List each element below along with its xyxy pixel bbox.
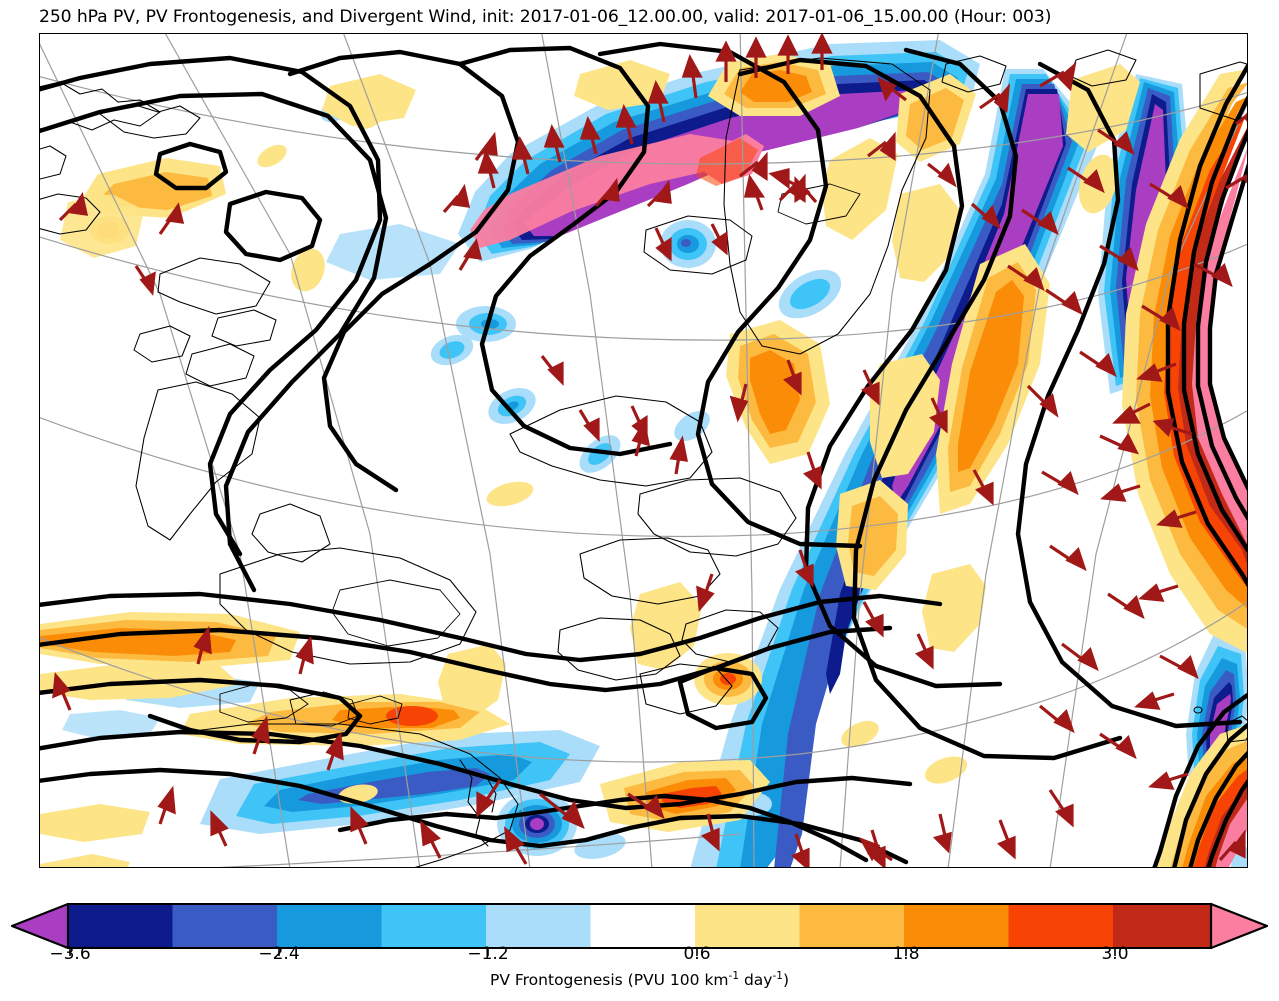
colorbar-label-exponent-1: -1	[728, 970, 740, 982]
coastlines	[40, 49, 1247, 867]
colorbar-extend-low	[10, 902, 70, 950]
colorbar-tick-0: −3.6	[49, 944, 91, 964]
map-plot	[40, 34, 1247, 867]
colorbar-tick-3: 0.6	[683, 944, 711, 964]
colorbar-tick-labels: −3.6 −2.4 −1.2 0.6 1.8 3.0	[0, 944, 1279, 970]
colorbar-label-text: PV Frontogenesis (PVU 100 km	[489, 971, 729, 990]
pos-shading	[40, 54, 1247, 867]
colorbar-extend-high	[1209, 902, 1269, 950]
colorbar-tick-1: −2.4	[258, 944, 300, 964]
colorbar-swatches[interactable]	[0, 896, 1279, 956]
colorbar-tick-5: 3.0	[1101, 944, 1129, 964]
map-axes[interactable]	[39, 33, 1248, 868]
colorbar-label-end: )	[782, 971, 789, 990]
colorbar[interactable]: −3.6 −2.4 −1.2 0.6 1.8 3.0 PV Frontogene…	[0, 896, 1279, 1001]
frontogenesis-shading	[40, 40, 1247, 867]
colorbar-tick-4: 1.8	[892, 944, 920, 964]
page-title: 250 hPa PV, PV Frontogenesis, and Diverg…	[39, 7, 1052, 27]
colorbar-label-exponent-2: -1	[772, 970, 783, 982]
colorbar-label-mid: day	[739, 971, 773, 990]
colorbar-axis-label: PV Frontogenesis (PVU 100 km-1 day-1)	[0, 970, 1279, 989]
divergent-wind-vectors	[52, 34, 1247, 867]
colorbar-tick-2: −1.2	[467, 944, 509, 964]
